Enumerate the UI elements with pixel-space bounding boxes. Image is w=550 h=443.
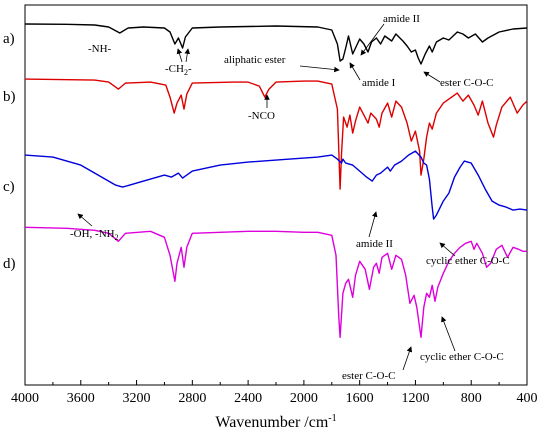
arrow-aliphatic-ester — [299, 65, 340, 73]
x-tick-label-3600: 3600 — [67, 391, 95, 406]
x-tick-label-2000: 2000 — [290, 391, 318, 406]
annotation-oh-nh2: -OH, -NH2 — [70, 228, 119, 242]
panel-label-d: d) — [3, 256, 16, 272]
spectra — [24, 23, 528, 338]
annotation-cyclic-ether-d: cyclic ether C-O-C — [420, 351, 504, 363]
spectrum-line-c — [24, 150, 528, 220]
x-axis-ticks: 4000 3600 3200 2800 2400 2000 1600 1200 800 400 — [11, 380, 538, 406]
annotation-ch2: -CH2- — [165, 63, 192, 77]
annotation-nco: -NCO — [248, 110, 275, 122]
annotation-cyclic-ether-c: cyclic ether C-O-C — [426, 255, 510, 267]
arrow-ester-coc-top — [423, 71, 441, 83]
annotation-aliphatic-ester: aliphatic ester — [224, 54, 286, 66]
arrow-ch2-left — [176, 48, 183, 63]
panel-label-c: c) — [3, 179, 15, 195]
arrow-ester-coc-d — [402, 346, 413, 371]
spectrum-line-b — [24, 78, 528, 190]
x-tick-label-1600: 1600 — [346, 391, 374, 406]
x-tick-label-400: 400 — [517, 391, 538, 406]
arrow-amide-i — [349, 62, 361, 81]
panel-label-b: b) — [3, 89, 16, 105]
x-axis-label: Wavenumber /cm-1 — [215, 413, 336, 431]
arrow-amide-ii-top — [360, 23, 385, 56]
annotation-ester-coc-top: ester C-O-C — [440, 77, 493, 89]
annotation-amide-ii-c: amide II — [356, 238, 393, 250]
annotation-amide-ii-top: amide II — [383, 13, 420, 25]
annotation-nh: -NH- — [88, 43, 112, 55]
x-tick-label-4000: 4000 — [11, 391, 39, 406]
arrow-cyclic-ether-d — [441, 316, 456, 352]
annotation-ester-coc-d: ester C-O-C — [342, 370, 395, 382]
arrow-cyclic-ether-c — [439, 242, 456, 257]
x-tick-label-2800: 2800 — [178, 391, 206, 406]
x-tick-label-3200: 3200 — [123, 391, 151, 406]
x-tick-label-2400: 2400 — [234, 391, 262, 406]
annotation-amide-i: amide I — [362, 77, 396, 89]
arrow-oh-nh2 — [77, 213, 93, 227]
x-tick-label-1200: 1200 — [401, 391, 429, 406]
x-tick-label-800: 800 — [461, 391, 482, 406]
arrow-amide-ii-c — [368, 211, 378, 238]
spectrum-line-d — [24, 226, 527, 338]
panel-label-a: a) — [3, 31, 15, 47]
arrow-ch2-right — [184, 48, 191, 63]
